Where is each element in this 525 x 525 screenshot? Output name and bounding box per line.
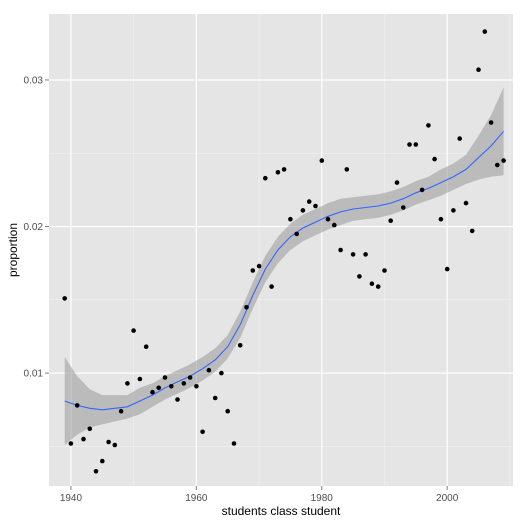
data-point <box>169 384 174 389</box>
data-point <box>482 29 488 34</box>
data-point <box>325 216 331 222</box>
data-point <box>150 389 155 395</box>
data-point <box>344 167 350 172</box>
data-point <box>357 274 362 279</box>
data-point <box>263 175 268 181</box>
data-point <box>451 208 456 213</box>
data-point <box>350 252 356 257</box>
data-point <box>463 200 469 206</box>
data-point <box>181 381 187 386</box>
data-point <box>237 343 243 348</box>
data-point <box>156 385 161 391</box>
data-point <box>426 123 431 128</box>
x-tick-label: 2000 <box>436 493 459 504</box>
data-point <box>81 436 86 442</box>
data-point <box>275 170 281 175</box>
data-point <box>294 231 300 237</box>
data-point <box>200 429 205 435</box>
data-point <box>332 222 337 228</box>
data-point <box>281 167 287 172</box>
data-point <box>394 180 400 185</box>
data-point <box>74 403 80 408</box>
data-point <box>87 426 93 432</box>
data-point <box>388 218 394 223</box>
minor-gridlines <box>49 14 513 486</box>
data-point <box>131 328 136 333</box>
data-point <box>382 268 387 273</box>
data-point <box>118 408 124 414</box>
x-tick-label: 1960 <box>185 493 208 504</box>
data-point <box>457 136 463 141</box>
data-point <box>187 375 193 380</box>
data-point <box>206 367 212 373</box>
major-gridlines <box>49 14 513 486</box>
data-point <box>162 375 168 380</box>
data-point <box>175 397 180 402</box>
data-point <box>306 199 312 204</box>
data-point <box>407 142 412 147</box>
data-point <box>488 120 494 125</box>
data-point <box>413 142 419 147</box>
data-point <box>338 247 343 253</box>
data-point <box>212 395 218 401</box>
data-point <box>112 442 118 448</box>
data-point <box>469 228 475 234</box>
smooth-line <box>64 130 505 411</box>
data-point <box>93 469 99 474</box>
data-point <box>125 381 130 386</box>
x-axis-ticks: 1940 1960 1980 2000 <box>60 486 459 504</box>
y-tick-label: 0.02 <box>24 222 44 233</box>
data-point <box>313 203 318 209</box>
data-point <box>288 216 293 222</box>
data-point <box>369 281 375 287</box>
data-point <box>432 156 437 162</box>
data-point <box>300 208 306 213</box>
data-points <box>62 29 506 474</box>
x-tick-label: 1980 <box>311 493 334 504</box>
data-point <box>137 376 143 382</box>
data-point <box>401 205 406 210</box>
data-point <box>363 252 368 257</box>
data-point <box>319 158 325 163</box>
y-tick-label: 0.01 <box>24 369 44 380</box>
data-point <box>106 439 111 445</box>
data-point <box>375 284 381 289</box>
data-point <box>225 408 230 414</box>
data-point <box>143 344 149 350</box>
data-point <box>100 458 105 464</box>
y-axis-title: proportion <box>6 223 20 277</box>
data-point <box>444 266 450 272</box>
data-point <box>256 263 262 269</box>
data-point <box>250 268 256 273</box>
data-point <box>244 304 249 310</box>
data-point <box>419 187 425 193</box>
data-point <box>269 284 274 289</box>
x-tick-label: 1940 <box>60 493 83 504</box>
y-tick-label: 0.03 <box>24 75 44 86</box>
data-point <box>68 441 74 446</box>
data-point <box>501 158 506 163</box>
data-point <box>219 370 224 376</box>
data-point <box>495 162 500 168</box>
x-axis-title: students class student <box>222 504 341 518</box>
y-axis-ticks: 0.01 0.02 0.03 <box>24 75 49 380</box>
data-point <box>476 67 481 72</box>
data-point <box>438 216 444 222</box>
data-point <box>194 384 199 389</box>
data-point <box>231 441 237 446</box>
data-point <box>62 296 67 301</box>
